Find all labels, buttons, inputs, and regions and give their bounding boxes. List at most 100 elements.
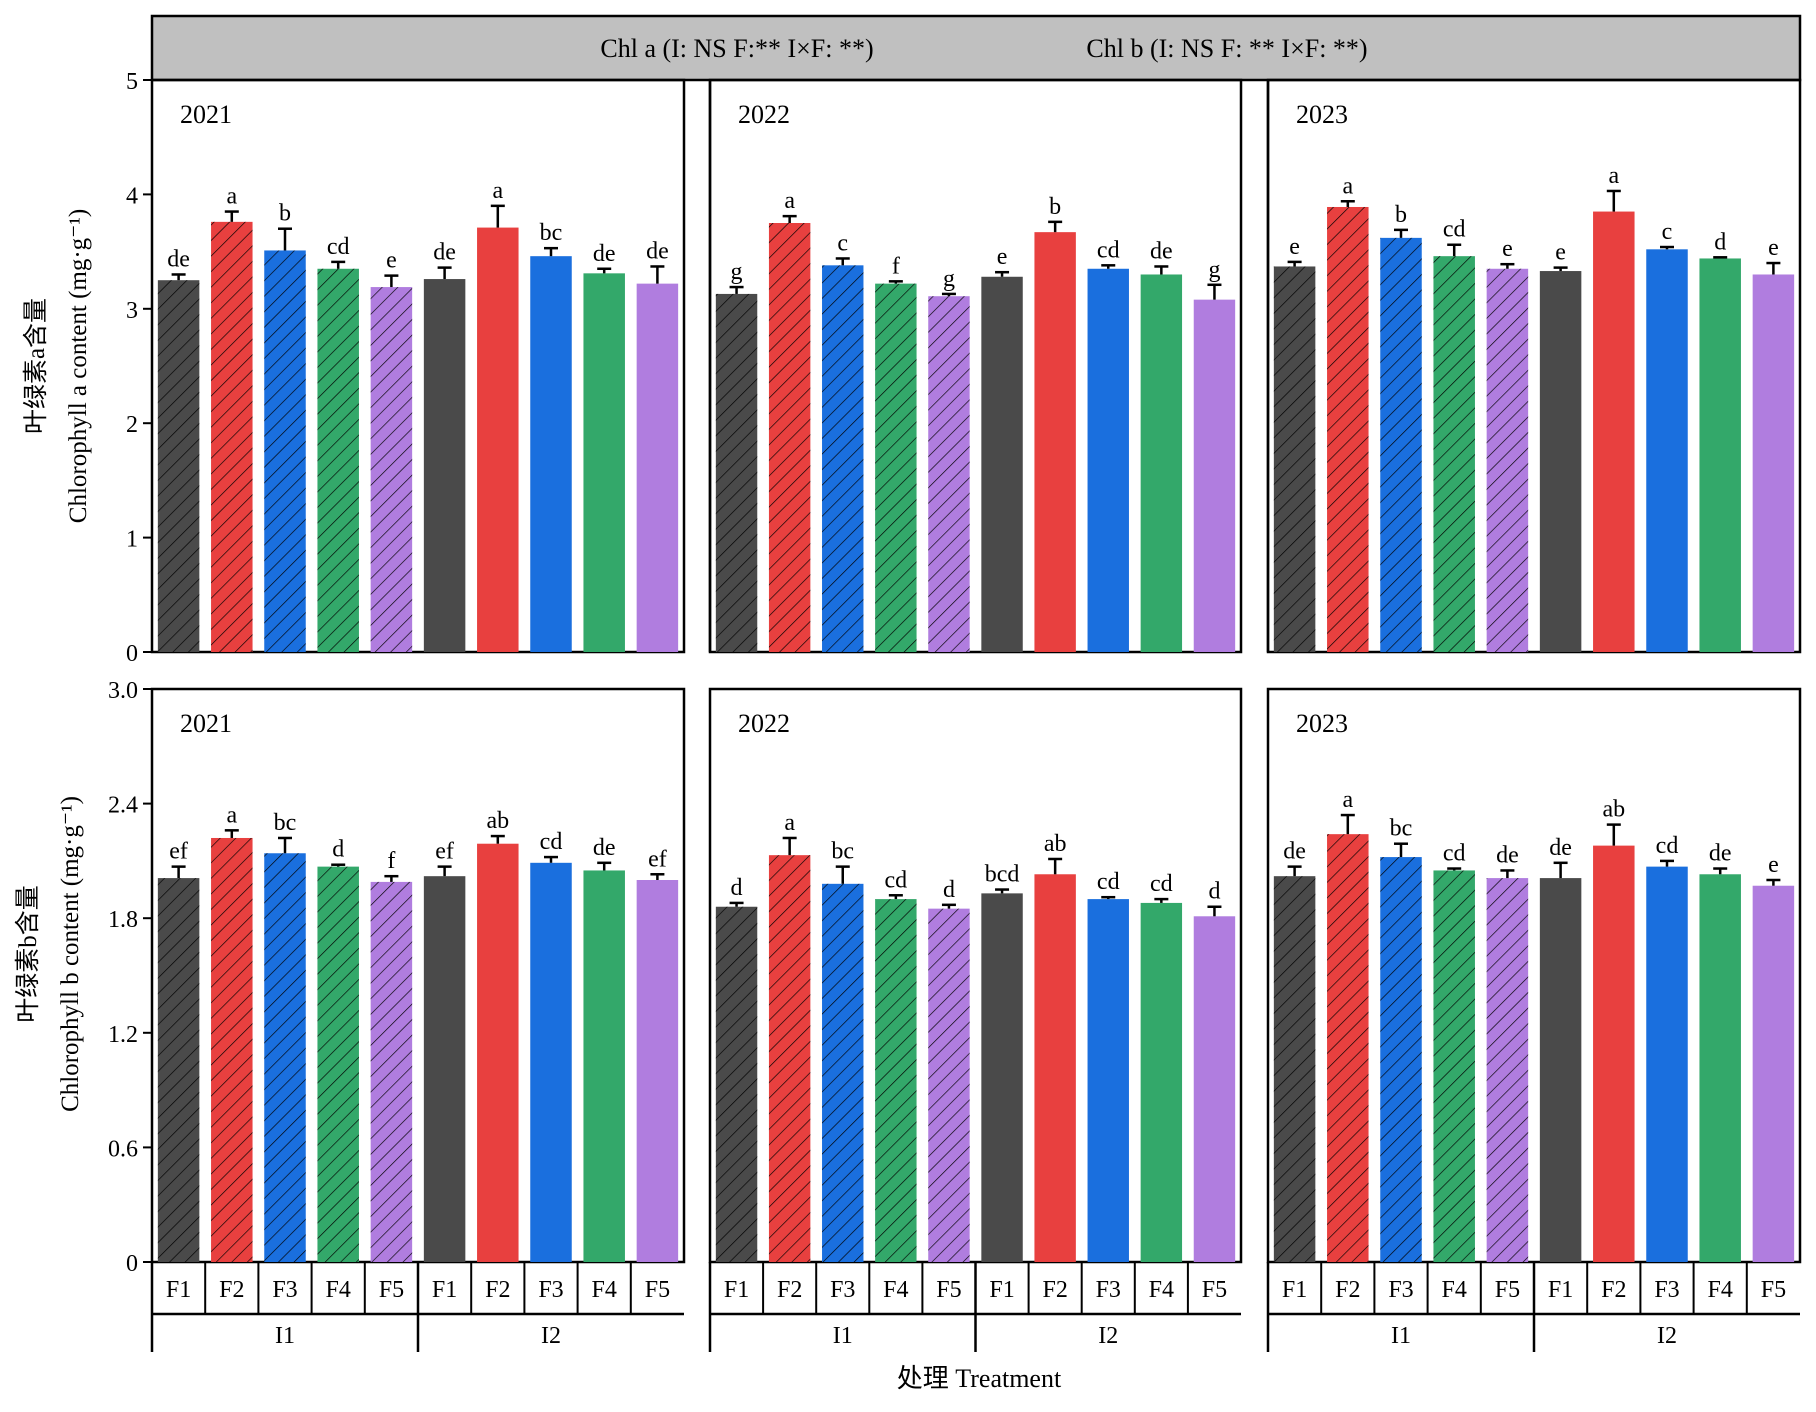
significance-letter: d	[1208, 879, 1220, 905]
significance-letter: de	[433, 240, 456, 266]
bar-f4-i2	[1140, 274, 1183, 652]
x-tick-label: F1	[1282, 1277, 1307, 1303]
significance-letter: g	[731, 259, 743, 285]
bar-hatch	[211, 837, 253, 1262]
y-axis-title-top: 叶绿素a含量 Chlorophyll a content (mg·g⁻¹)	[22, 209, 92, 523]
y-tick-label: 0	[126, 1251, 138, 1277]
bar-f3-i2	[530, 256, 572, 652]
y-tick-label: 5	[126, 69, 138, 95]
bar-hatch	[1380, 237, 1422, 652]
significance-letter: a	[1342, 787, 1353, 813]
bar-hatch	[1380, 857, 1422, 1262]
x-tick-label: F3	[272, 1277, 297, 1303]
bar-f3-i2	[1646, 249, 1688, 652]
significance-letter: g	[1208, 257, 1220, 283]
top-ylabel-cn: 叶绿素a含量	[22, 298, 50, 434]
bar-hatch	[1486, 878, 1529, 1262]
bottom-ylabel-en: Chlorophyll b content (mg·g⁻¹)	[57, 796, 84, 1112]
chl-a-significance: Chl a (I: NS F:** I×F: **)	[600, 34, 873, 63]
significance-letter: bc	[1390, 816, 1413, 842]
bar-hatch	[370, 287, 413, 652]
significance-letter: g	[943, 266, 955, 292]
y-tick-label: 1	[126, 527, 138, 553]
significance-letter: a	[1342, 173, 1353, 199]
bar-hatch	[1433, 870, 1475, 1262]
significance-letter: d	[332, 837, 344, 863]
bar-f5-i2	[636, 283, 679, 652]
y-tick-label: 3	[126, 298, 138, 324]
bar-hatch	[317, 866, 359, 1262]
significance-letter: ef	[435, 839, 454, 865]
bar-f4-i2	[1140, 902, 1183, 1262]
top-ylabel-en: Chlorophyll a content (mg·g⁻¹)	[65, 209, 92, 523]
year-label: 2022	[738, 709, 790, 738]
significance-letter: cd	[885, 867, 908, 893]
bar-hatch	[1273, 876, 1316, 1262]
y-tick-label: 0.6	[108, 1136, 138, 1162]
bar-f2-i2	[1593, 211, 1635, 652]
group-label-i1: I1	[833, 1323, 853, 1349]
bar-hatch	[928, 296, 970, 652]
significance-letter: e	[1768, 852, 1779, 878]
bar-f1-i2	[981, 893, 1023, 1262]
bar-f1-i2	[1539, 878, 1582, 1262]
significance-letter: de	[593, 241, 616, 267]
bar-hatch	[822, 883, 864, 1262]
group-label-i2: I2	[1657, 1323, 1677, 1349]
x-tick-label: F3	[1096, 1277, 1121, 1303]
x-tick-label: F4	[326, 1277, 351, 1303]
significance-letter: ef	[169, 839, 188, 865]
bar-f3-i2	[530, 862, 572, 1262]
significance-letter: de	[593, 835, 616, 861]
bar-f1-i2	[1539, 271, 1582, 652]
x-tick-label: F1	[432, 1277, 457, 1303]
x-tick-label: F4	[592, 1277, 617, 1303]
significance-letter: a	[226, 184, 237, 210]
bar-hatch	[264, 250, 306, 652]
significance-letter: de	[1709, 841, 1732, 867]
group-label-i1: I1	[275, 1323, 295, 1349]
bar-f2-i2	[1034, 232, 1076, 653]
y-tick-label: 0	[126, 641, 138, 667]
x-tick-label: F5	[1761, 1277, 1786, 1303]
significance-letter: a	[492, 178, 503, 204]
bar-hatch	[1273, 266, 1316, 652]
x-tick-label: F2	[219, 1277, 244, 1303]
significance-letter: d	[731, 875, 743, 901]
x-tick-label: F3	[1654, 1277, 1679, 1303]
significance-letter: cd	[1097, 869, 1120, 895]
bar-hatch	[875, 283, 917, 652]
bar-hatch	[1327, 206, 1369, 652]
significance-letter: cd	[1656, 833, 1679, 859]
bar-hatch	[715, 906, 758, 1262]
bar-hatch	[1433, 256, 1475, 652]
bar-hatch	[768, 223, 811, 652]
significance-letter: cd	[1097, 237, 1120, 263]
bar-f5-i2	[1193, 916, 1236, 1262]
year-label: 2021	[180, 709, 232, 738]
significance-letter: d	[1714, 229, 1726, 255]
x-tick-label: F1	[166, 1277, 191, 1303]
bar-hatch	[822, 265, 864, 652]
significance-letter: cd	[540, 829, 563, 855]
bar-hatch	[1327, 834, 1369, 1262]
x-tick-label: F3	[830, 1277, 855, 1303]
header-band: Chl a (I: NS F:** I×F: **) Chl b (I: NS …	[150, 14, 1802, 82]
year-label: 2022	[738, 100, 790, 129]
significance-letter: a	[1608, 163, 1619, 189]
chl-b-significance: Chl b (I: NS F: ** I×F: **)	[1086, 34, 1367, 63]
significance-letter: ab	[1602, 797, 1625, 823]
y-tick-label: 4	[126, 183, 138, 209]
significance-letter: de	[1150, 238, 1173, 264]
x-tick-label: F2	[1042, 1277, 1067, 1303]
group-label-i1: I1	[1391, 1323, 1411, 1349]
bar-f4-i2	[583, 273, 625, 652]
x-tick-label: F4	[1149, 1277, 1174, 1303]
significance-letter: e	[1555, 240, 1566, 266]
bottom-ylabel-cn: 叶绿素b含量	[14, 885, 42, 1023]
significance-letter: cd	[1443, 217, 1466, 243]
significance-letter: b	[1395, 202, 1407, 228]
